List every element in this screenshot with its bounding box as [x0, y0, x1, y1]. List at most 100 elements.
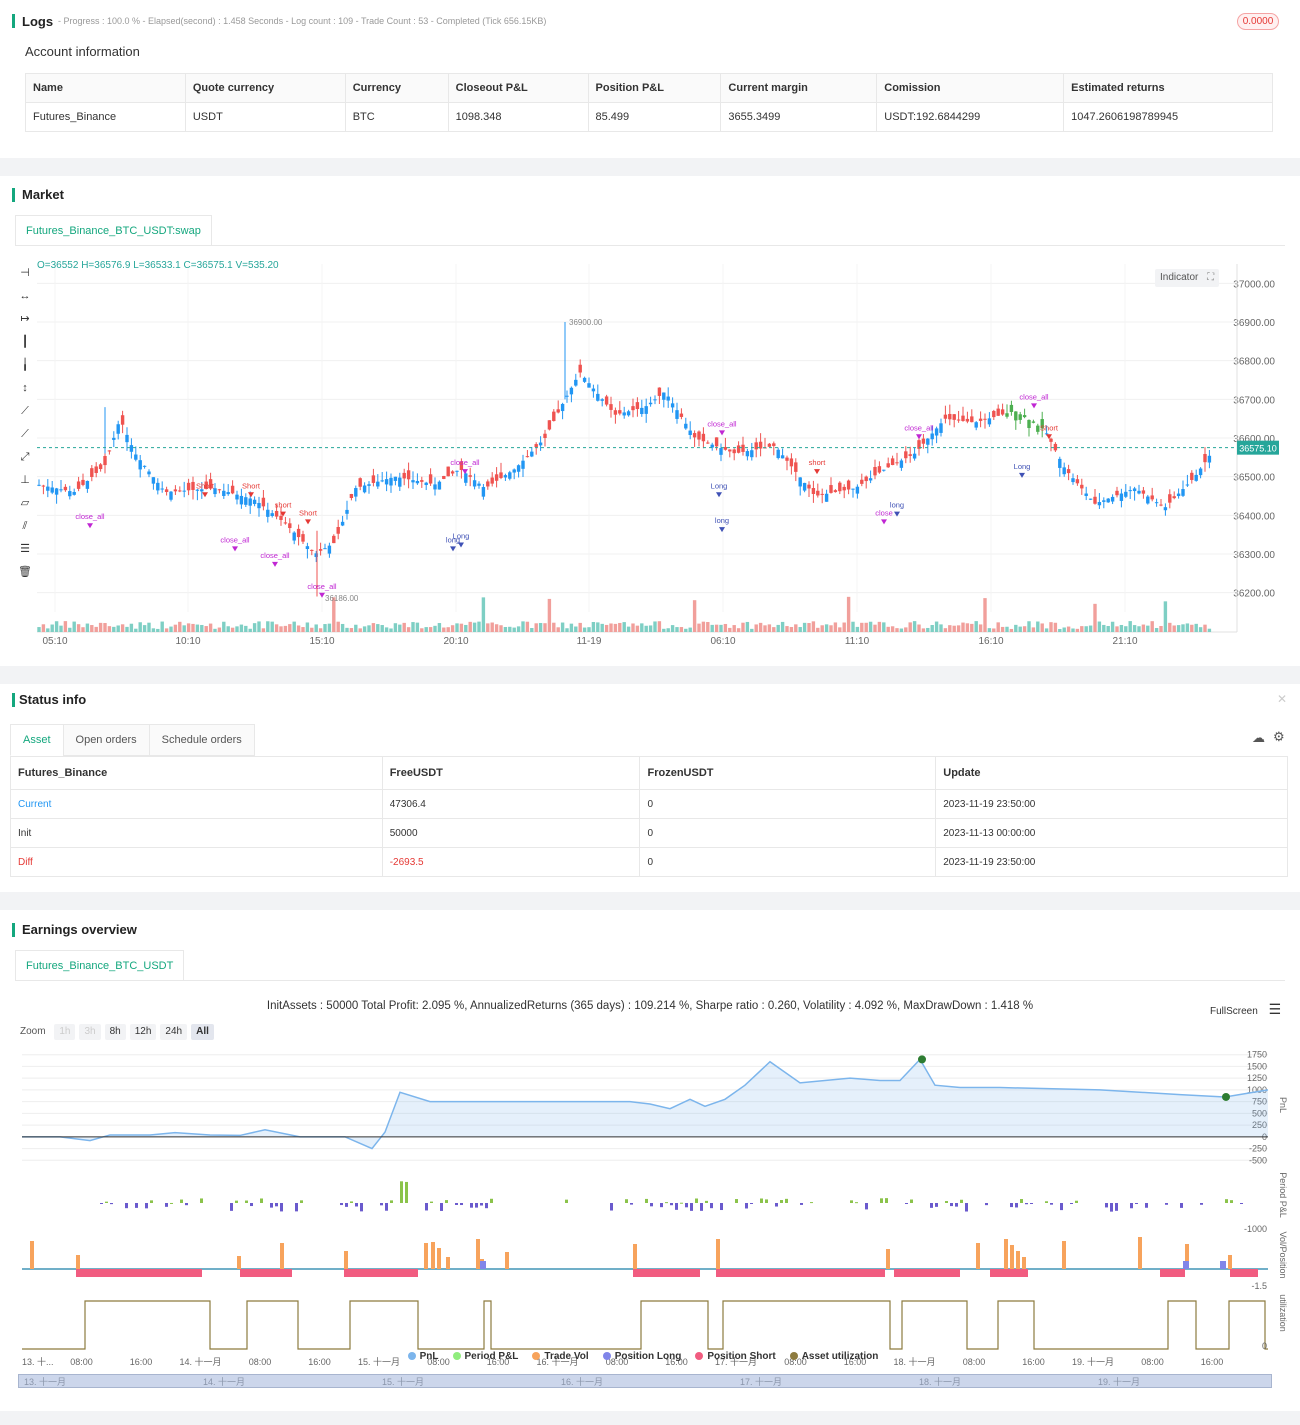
fib-levels-icon[interactable]: ☰	[20, 543, 30, 555]
volume-bar	[68, 627, 72, 632]
candle-body	[525, 456, 530, 458]
candle-body	[961, 415, 965, 421]
horizontal-segment-icon[interactable]: ↦	[20, 313, 30, 325]
volume-bar	[252, 623, 257, 632]
legend-item[interactable]: Position Long	[602, 1351, 681, 1362]
trade-arrow-icon	[450, 546, 456, 552]
volume-bar	[912, 621, 917, 632]
indicator-button[interactable]: Indicator ⛶	[1155, 269, 1220, 287]
volume-bar	[824, 624, 829, 632]
candle-body	[354, 488, 358, 497]
zoom-button[interactable]: 12h	[129, 1024, 157, 1040]
menu-icon[interactable]: ☰	[1268, 1001, 1282, 1017]
account-header-cell: Estimated returns	[1063, 73, 1273, 103]
zoom-button[interactable]: 1h	[54, 1024, 76, 1040]
volume-bar	[37, 627, 41, 632]
volume-bar	[195, 624, 200, 632]
period-pnl-bar	[355, 1203, 358, 1207]
trend-line-icon[interactable]: ⟋	[21, 405, 29, 417]
trade-arrow-icon	[894, 511, 900, 517]
volume-bar	[345, 627, 349, 632]
tab-asset[interactable]: Asset	[10, 724, 64, 756]
asset-cell: Diff	[10, 847, 383, 877]
trash-icon[interactable]: 🗑	[18, 566, 32, 578]
candle-body	[345, 509, 349, 514]
legend-item[interactable]: Position Short	[695, 1351, 776, 1362]
candle-body	[644, 406, 648, 414]
volume-bar	[182, 625, 186, 632]
zoom-button[interactable]: 8h	[104, 1024, 126, 1040]
horizontal-ray-icon[interactable]: ↔	[19, 290, 31, 302]
candle-body	[173, 489, 178, 492]
zoom-button[interactable]: 3h	[79, 1024, 101, 1040]
market-title: Market	[22, 187, 64, 202]
candle-body	[974, 422, 978, 428]
navigator[interactable]	[18, 1374, 1272, 1388]
measure-icon[interactable]: ⊥	[20, 474, 30, 486]
price-chart[interactable]: 37000.00 36900.00 36800.00 36700.00 36600.00…	[15, 254, 1285, 674]
volume-bar	[1044, 628, 1049, 632]
vertical-ray-icon[interactable]: ╽	[21, 359, 29, 371]
volume-bar	[283, 625, 288, 632]
candle-body	[270, 513, 274, 517]
tab-market-symbol[interactable]: Futures_Binance_BTC_USDT:swap	[15, 215, 212, 246]
volume-bar	[552, 622, 556, 632]
tab-earnings-symbol[interactable]: Futures_Binance_BTC_USDT	[15, 950, 185, 981]
candle-body	[697, 431, 701, 440]
candle-body	[323, 548, 327, 550]
volume-bar	[1040, 623, 1044, 632]
pnl-tick-label: 750	[1252, 1097, 1267, 1107]
volume-bar	[899, 628, 904, 632]
vertical-segment-icon[interactable]: ↕	[22, 382, 28, 394]
parallel-channel-icon[interactable]: ▱	[20, 497, 30, 509]
volume-bar	[904, 627, 908, 632]
candle-body	[789, 458, 794, 467]
trade-marker-label: close_all	[707, 419, 737, 428]
tab-open-orders[interactable]: Open orders	[62, 724, 150, 756]
candle-body	[178, 490, 182, 492]
legend-label: PnL	[419, 1351, 439, 1362]
fullscreen-button[interactable]: FullScreen ☰	[1210, 1001, 1281, 1018]
legend-item[interactable]: Trade Vol	[532, 1351, 589, 1362]
candle-body	[213, 488, 217, 495]
volume-bar	[90, 625, 94, 632]
collapse-icon[interactable]: ✕	[1277, 692, 1288, 706]
cloud-download-icon[interactable]: ☁	[1252, 730, 1265, 745]
tab-schedule-orders[interactable]: Schedule orders	[148, 724, 255, 756]
volume-bar	[560, 622, 565, 632]
fib-channel-icon[interactable]: ⫽	[22, 520, 28, 532]
volume-bar	[481, 597, 486, 632]
trend-ray-icon[interactable]: ⟋	[21, 428, 29, 440]
legend-item[interactable]: Asset utilization	[789, 1351, 878, 1362]
volume-bar	[604, 624, 609, 632]
period-pnl-bar	[750, 1203, 753, 1204]
x-tick-label: 21:10	[1112, 636, 1137, 647]
pnl-pane: 17501500125010007505002500-250-500PnLPer…	[22, 1050, 1288, 1332]
period-pnl-bar	[1130, 1203, 1133, 1209]
candle-body	[710, 444, 714, 448]
volume-bar	[235, 626, 239, 632]
tab-divider	[15, 245, 1285, 246]
volume-bar	[239, 624, 244, 632]
legend-item[interactable]: PnL	[407, 1351, 439, 1362]
legend-dot-icon	[695, 1352, 704, 1360]
trend-segment-icon[interactable]: ⤢	[20, 451, 30, 463]
zoom-button[interactable]: All	[191, 1024, 214, 1040]
zoom-button[interactable]: 24h	[160, 1024, 188, 1040]
asset-cell: 0	[639, 847, 937, 877]
vertical-line-icon[interactable]: ┃	[21, 336, 29, 348]
volume-bar	[191, 623, 195, 632]
candle-body	[1053, 443, 1058, 451]
volume-bar	[662, 628, 666, 632]
trade-marker-label: long	[890, 501, 904, 510]
candle-body	[1066, 469, 1071, 474]
candle-body	[1132, 488, 1137, 492]
gear-icon[interactable]: ⚙	[1273, 729, 1285, 744]
candle-body	[930, 433, 934, 440]
pnl-tick-label: -500	[1249, 1155, 1267, 1165]
horizontal-line-icon[interactable]: ⊣	[20, 267, 30, 279]
legend-item[interactable]: Period P&L	[452, 1351, 518, 1362]
x-tick-label: 16:00	[487, 1357, 510, 1367]
pnl-tick-label: -250	[1249, 1144, 1267, 1154]
